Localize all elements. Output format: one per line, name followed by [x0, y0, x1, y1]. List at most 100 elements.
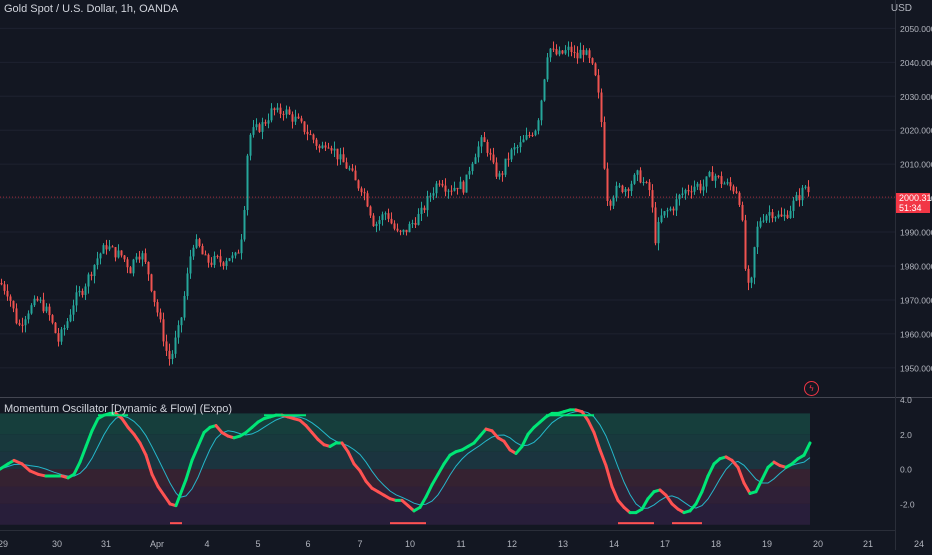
overbought-marker [116, 414, 122, 417]
candle-body [618, 185, 621, 187]
candle-body [39, 299, 42, 301]
oscillator-segment [688, 502, 698, 513]
oscillator-segment [196, 431, 206, 448]
candle-body [93, 264, 96, 277]
time-tick-label: 13 [558, 539, 568, 549]
candle-body [519, 142, 522, 148]
oscillator-segment [730, 458, 740, 469]
candle-body [684, 190, 687, 194]
oscillator-tick-label: -2.0 [900, 499, 915, 509]
overbought-marker [288, 414, 294, 417]
candle-body [258, 124, 261, 132]
oscillator-segment [0, 462, 10, 471]
candle-body [759, 221, 762, 227]
price-pane-title[interactable]: Gold Spot / U.S. Dollar, 1h, OANDA [4, 3, 179, 15]
candle-body [537, 120, 540, 131]
candle-body [339, 154, 342, 160]
candle-body [570, 46, 573, 53]
candle-body [78, 290, 81, 293]
oscillator-segment [132, 432, 142, 445]
candle-body [771, 212, 774, 219]
oscillator-segment [490, 429, 500, 440]
oscillator-segment [430, 472, 440, 487]
overbought-marker [110, 414, 116, 417]
candle-body [102, 245, 105, 254]
time-tick-label: 17 [660, 539, 670, 549]
oscillator-segment [616, 498, 626, 509]
candle-body [807, 186, 810, 193]
oscillator-segment [78, 444, 88, 464]
time-tick-label: 6 [305, 539, 310, 549]
candle-body [591, 58, 594, 64]
oversold-marker [414, 522, 420, 525]
candle-body [777, 214, 780, 218]
candle-body [240, 239, 243, 254]
candle-body [489, 152, 492, 155]
candle-body [588, 50, 591, 59]
candle-body [432, 193, 435, 196]
candle-body [243, 210, 246, 240]
candle-body [105, 245, 108, 250]
candle-body [510, 149, 513, 160]
candle-body [186, 273, 189, 296]
overbought-marker [576, 414, 582, 417]
candle-body [30, 305, 33, 314]
price-tick-label: 1960.000 [900, 329, 932, 339]
candle-body [33, 298, 36, 306]
candle-body [720, 176, 723, 184]
candle-body [111, 246, 114, 248]
candle-body [543, 79, 546, 101]
oscillator-pane-title[interactable]: Momentum Oscillator [Dynamic & Flow] (Ex… [4, 403, 232, 415]
candle-body [120, 250, 123, 256]
price-tick-label: 1970.000 [900, 295, 932, 305]
candle-body [741, 204, 744, 221]
candle-body [183, 295, 186, 318]
candle-body [705, 176, 708, 187]
candle-body [627, 189, 630, 192]
oscillator-segment [802, 441, 812, 457]
overbought-marker [552, 414, 558, 417]
oscillator-segment [352, 462, 362, 473]
overbought-marker [300, 414, 306, 417]
candle-body [600, 92, 603, 123]
candle-body [444, 185, 447, 192]
oscillator-segment [138, 441, 148, 457]
candle-body [612, 197, 615, 206]
time-tick-label: 7 [357, 539, 362, 549]
price-tick-label: 2030.000 [900, 92, 932, 102]
oscillator-segment [20, 462, 32, 473]
candle-body [711, 172, 714, 181]
oscillator-segment [520, 432, 530, 448]
candle-body [21, 324, 24, 326]
last-price-badge: 2000.310 51:34 [896, 193, 932, 213]
candle-body [642, 181, 645, 183]
candle-body [459, 181, 462, 190]
candle-body [159, 312, 162, 320]
currency-label[interactable]: USD [890, 3, 912, 14]
candle-body [222, 262, 225, 266]
candle-body [636, 170, 639, 175]
candle-body [468, 171, 471, 175]
time-tick-label: Apr [150, 539, 164, 549]
candle-body [270, 108, 273, 121]
candle-body [372, 215, 375, 227]
candle-body [708, 172, 711, 177]
candle-body [723, 183, 726, 185]
candle-body [6, 290, 9, 297]
candle-body [768, 212, 771, 216]
candle-body [804, 186, 807, 188]
oscillator-segment [126, 425, 136, 436]
candle-body [231, 255, 234, 259]
candle-body [63, 327, 66, 330]
oversold-marker [648, 522, 654, 525]
candle-body [696, 183, 699, 187]
candle-body [369, 206, 372, 216]
candle-body [174, 337, 177, 354]
candle-body [423, 207, 426, 211]
oversold-marker [636, 522, 642, 525]
candle-body [513, 147, 516, 150]
candle-body [345, 162, 348, 169]
lightning-alert-icon[interactable]: ϟ [804, 381, 819, 396]
